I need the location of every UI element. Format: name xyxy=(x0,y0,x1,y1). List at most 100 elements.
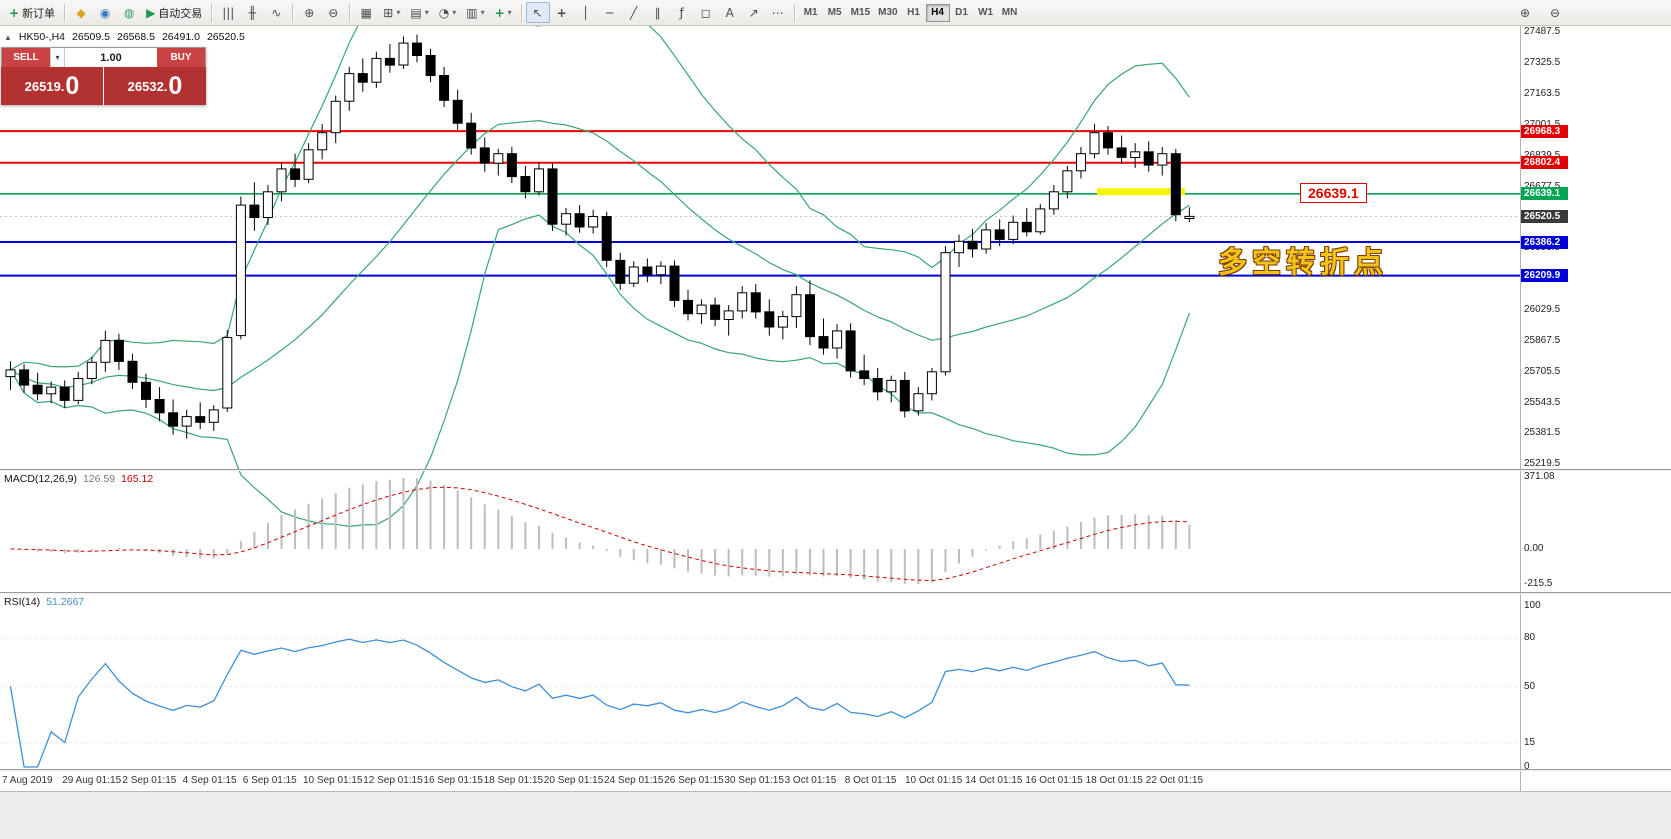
zoom-out-icon: ⊖ xyxy=(328,5,339,20)
trendline-tool-button[interactable]: ╱ xyxy=(622,2,646,23)
volume-input[interactable]: 1.00 xyxy=(100,51,122,64)
price-axis-label: 25381.5 xyxy=(1524,427,1561,439)
arrow-tool-button[interactable]: ↗ xyxy=(742,2,766,23)
toolbar-separator xyxy=(292,3,294,22)
toolbar-separator xyxy=(64,3,66,22)
magnifier-plus-icon: ⊕ xyxy=(1519,5,1531,20)
dropdown-arrow-icon: ▾ xyxy=(480,8,485,17)
timeframe-w1[interactable]: W1 xyxy=(978,7,994,18)
fibonacci-tool-icon: ƒ xyxy=(679,5,684,20)
fibonacci-tool-button[interactable]: ƒ xyxy=(670,2,694,23)
macd-panel-splitter[interactable] xyxy=(0,469,1671,471)
buy-button[interactable]: BUY xyxy=(157,48,205,67)
timeframe-m5[interactable]: M5 xyxy=(827,7,842,18)
bar-chart-button[interactable]: ||| xyxy=(216,2,240,23)
profiles-icon: ▤ xyxy=(410,5,422,20)
price-axis-label: 25219.5 xyxy=(1524,458,1561,470)
price-level-callout[interactable]: 26639.1 xyxy=(1300,183,1367,203)
time-axis-label: 4 Sep 01:15 xyxy=(182,775,237,786)
magnifier-minus-button[interactable]: ⊖ xyxy=(1543,2,1567,23)
time-axis-label: 18 Oct 01:15 xyxy=(1085,775,1143,786)
time-axis-label: 3 Oct 01:15 xyxy=(784,775,837,786)
toolbar-separator xyxy=(211,3,213,22)
magnifier-plus-button[interactable]: ⊕ xyxy=(1513,2,1537,23)
trendline-tool-icon: ╱ xyxy=(630,5,638,20)
timeframe-d1[interactable]: D1 xyxy=(955,7,968,18)
time-axis-label: 10 Sep 01:15 xyxy=(303,775,363,786)
channel-tool-button[interactable]: ∥ xyxy=(646,2,670,23)
sell-price-prefix: 26519. xyxy=(24,78,65,94)
zoom-in-icon: ⊕ xyxy=(304,5,315,20)
new-order-button[interactable]: + 新订单 xyxy=(4,2,60,23)
volume-stepper[interactable]: ▾ xyxy=(50,48,65,67)
more-tools-icon: ⋯ xyxy=(771,5,784,20)
timeframe-m15[interactable]: M15 xyxy=(850,7,871,18)
more-tools-button[interactable]: ⋯ xyxy=(766,2,790,23)
time-axis-label: 16 Oct 01:15 xyxy=(1025,775,1083,786)
one-click-collapse-icon[interactable]: ▲ xyxy=(4,32,12,42)
shapes-tool-button[interactable]: ◻ xyxy=(694,2,718,23)
market-watch-icon: ◆ xyxy=(76,5,86,20)
time-axis-label: 16 Sep 01:15 xyxy=(423,775,483,786)
channel-tool-icon: ∥ xyxy=(654,5,661,20)
ohlc-low-value: 26491.0 xyxy=(161,31,200,43)
sell-price-display[interactable]: 26519. 0 xyxy=(1,67,103,105)
indicators-button[interactable]: + ▾ xyxy=(490,2,517,23)
data-window-button[interactable]: ◉ xyxy=(93,2,117,23)
crosshair-tool-button[interactable]: + xyxy=(550,2,574,23)
price-axis-label: 25867.5 xyxy=(1524,334,1561,346)
candlestick-chart-button[interactable]: ╫ xyxy=(240,2,264,23)
text-tool-button[interactable]: A xyxy=(718,2,742,23)
periods-button[interactable]: ◔ ▾ xyxy=(434,2,462,23)
sell-button[interactable]: SELL xyxy=(2,48,50,67)
navigator-button[interactable]: ◍ xyxy=(117,2,141,23)
vertical-line-tool-button[interactable]: │ xyxy=(574,2,598,23)
price-axis-separator xyxy=(1520,26,1521,791)
rsi-panel-splitter[interactable] xyxy=(0,592,1671,594)
line-chart-button[interactable]: ∿ xyxy=(264,2,288,23)
auto-trading-button[interactable]: ▶ 自动交易 xyxy=(141,2,207,23)
timeframe-mn[interactable]: MN xyxy=(1001,7,1018,18)
timeframe-h4[interactable]: H4 xyxy=(925,3,950,22)
horizontal-level-lines xyxy=(0,130,1520,277)
macd-main-value: 126.59 xyxy=(82,473,116,485)
time-axis-label: 18 Sep 01:15 xyxy=(483,775,544,786)
price-axis-label: 25705.5 xyxy=(1524,365,1561,377)
time-axis-label: 26 Sep 01:15 xyxy=(664,775,724,786)
navigator-icon: ◍ xyxy=(123,5,135,20)
timeframe-m1[interactable]: M1 xyxy=(803,7,818,18)
time-axis-label: 14 Oct 01:15 xyxy=(965,775,1023,786)
macd-name: MACD(12,26,9) xyxy=(4,473,77,485)
sell-price-big-digit: 0 xyxy=(65,71,80,100)
rsi-axis-label: 50 xyxy=(1524,680,1536,692)
market-watch-button[interactable]: ◆ xyxy=(69,2,93,23)
time-axis-label: 7 Aug 2019 xyxy=(2,775,53,786)
timeframe-h1[interactable]: H1 xyxy=(907,7,920,18)
auto-trading-icon: ▶ xyxy=(146,5,156,20)
horizontal-line-tool-button[interactable]: ─ xyxy=(598,2,622,23)
profiles-button[interactable]: ▤ ▾ xyxy=(405,2,433,23)
buy-price-big-digit: 0 xyxy=(168,71,183,100)
new-order-icon: + xyxy=(9,5,20,20)
line-chart-icon: ∿ xyxy=(271,5,282,20)
new-order-button-label: 新订单 xyxy=(22,7,56,20)
bar-chart-icon: ||| xyxy=(222,5,235,20)
toolbar-separator xyxy=(349,3,351,22)
macd-axis-label: 371.08 xyxy=(1524,471,1555,482)
templates-button[interactable]: ▥ ▾ xyxy=(461,2,489,23)
shapes-tool-icon: ◻ xyxy=(700,5,711,20)
cursor-tool-button[interactable]: ↖ xyxy=(525,2,550,23)
zoom-in-button[interactable]: ⊕ xyxy=(297,2,321,23)
new-chart-button[interactable]: ⊞ ▾ xyxy=(378,2,405,23)
toolbar-right-group: ⊕ ⊖ xyxy=(1513,2,1567,23)
tile-windows-button[interactable]: ▦ xyxy=(354,2,378,23)
timeframe-m30[interactable]: M30 xyxy=(878,7,898,18)
text-tool-icon: A xyxy=(725,5,734,20)
dropdown-arrow-icon: ▾ xyxy=(396,8,401,17)
buy-price-display[interactable]: 26532. 0 xyxy=(104,67,206,105)
macd-axis-label: -215.5 xyxy=(1524,578,1553,589)
dropdown-arrow-icon: ▾ xyxy=(507,8,512,17)
vertical-line-tool-icon: │ xyxy=(582,5,590,20)
zoom-out-button[interactable]: ⊖ xyxy=(321,2,345,23)
